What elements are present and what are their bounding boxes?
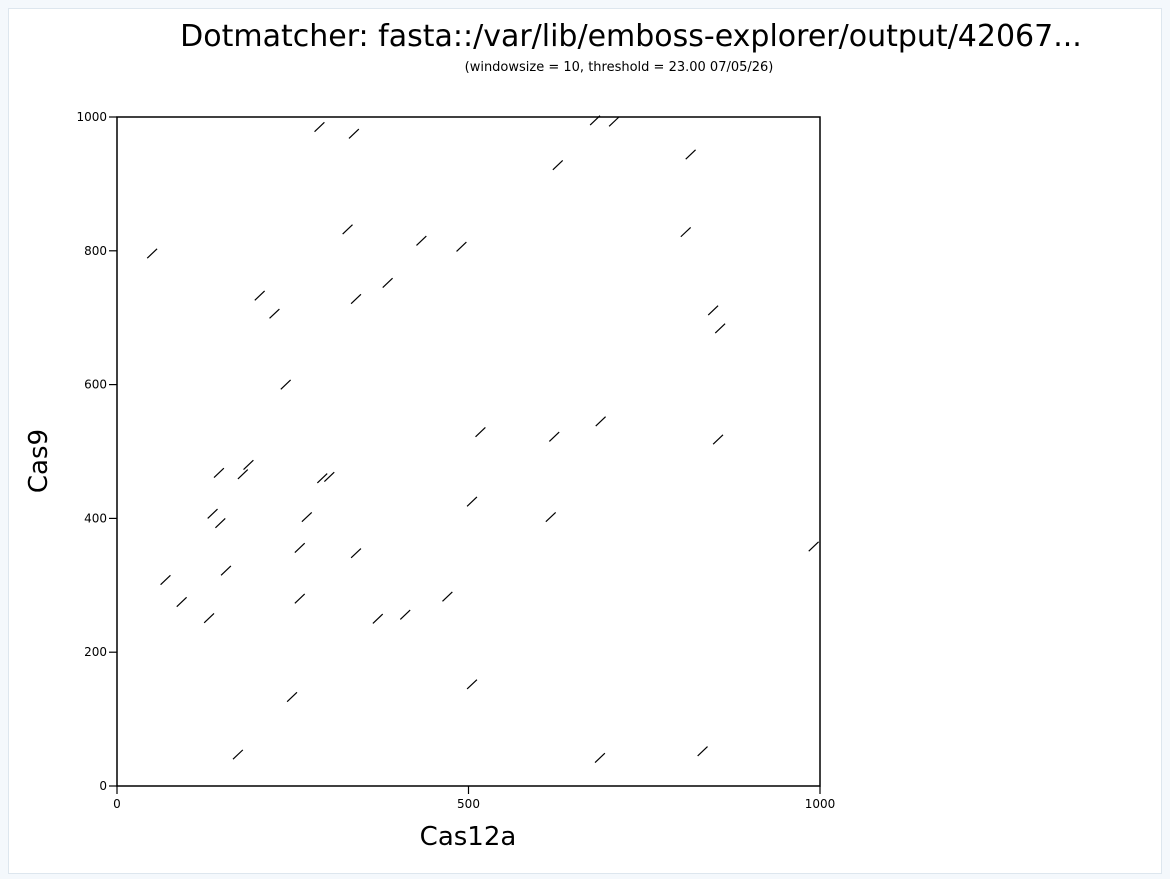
match-segment [213,467,225,479]
match-segment [207,508,218,519]
match-segment [707,305,719,316]
match-segment [314,121,325,133]
match-segment [595,416,606,427]
match-segment [237,469,249,480]
match-segment [399,609,411,620]
match-segment [160,574,171,586]
match-segment [594,752,606,764]
match-segment [301,511,313,523]
y-axis-label: Cas9 [24,429,54,493]
match-segment [323,471,335,483]
match-segment [350,293,362,305]
match-segment [348,128,360,139]
match-segment [712,434,724,445]
match-segment [714,323,726,334]
match-segment [254,290,266,301]
y-tick-label: 0 [99,779,107,793]
match-segment [552,160,564,171]
match-segment [466,679,478,690]
match-segment [545,511,557,523]
match-segment [176,596,188,608]
match-segment [294,542,306,553]
match-segment [316,473,328,484]
match-segment [475,426,486,438]
x-axis-label: Cas12a [420,822,517,852]
match-segment [372,613,384,624]
match-segment [342,224,353,235]
chart-title: Dotmatcher: fasta::/var/lib/emboss-explo… [180,19,1082,54]
match-segment [697,746,708,757]
match-segments [146,115,820,764]
y-tick-label: 200 [84,645,107,659]
match-segment [442,591,453,602]
chart-subtitle: (windowsize = 10, threshold = 23.00 07/0… [465,60,774,75]
x-axis-ticks: 0 500 1000 [113,786,835,811]
match-segment [243,459,254,470]
dotplot-chart: Dotmatcher: fasta::/var/lib/emboss-explo… [24,19,1082,852]
y-axis-ticks: 0 200 400 600 800 1000 [76,110,117,793]
match-segment [685,149,696,160]
y-tick-label: 1000 [76,110,107,124]
match-segment [286,691,298,703]
match-segment [203,612,215,624]
match-segment [382,277,393,289]
match-segment [416,235,427,246]
match-segment [350,548,362,559]
match-segment [215,517,226,529]
match-segment [232,749,244,760]
match-segment [589,115,601,126]
match-segment [680,226,692,238]
plot-frame [116,116,821,787]
x-tick-label: 500 [457,797,480,811]
y-tick-label: 800 [84,244,107,258]
y-tick-label: 600 [84,378,107,392]
match-segment [269,308,280,319]
match-segment [146,248,158,259]
x-tick-label: 0 [113,797,121,811]
match-segment [294,593,306,604]
chart-frame: Dotmatcher: fasta::/var/lib/emboss-explo… [8,8,1162,874]
y-tick-label: 400 [84,511,107,525]
match-segment [548,431,560,442]
match-segment [220,565,232,576]
match-segment [808,541,820,552]
match-segment [466,496,478,507]
x-tick-label: 1000 [805,797,836,811]
match-segment [280,379,292,390]
match-segment [608,116,620,127]
match-segment [456,241,467,252]
